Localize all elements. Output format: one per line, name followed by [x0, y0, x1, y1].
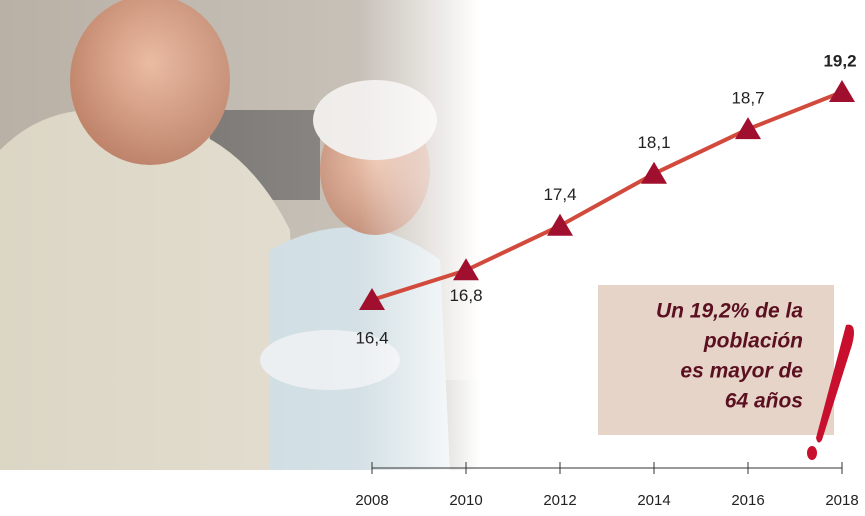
marker — [735, 117, 761, 140]
marker — [641, 161, 667, 184]
data-line — [371, 90, 843, 302]
marker — [359, 288, 385, 310]
annotation-text: Un 19,2% de la — [656, 300, 803, 323]
x-tick-label: 2014 — [637, 492, 670, 509]
value-label: 16,4 — [355, 328, 388, 347]
value-label: 17,4 — [543, 185, 576, 204]
photo — [0, 0, 480, 470]
value-label: 16,8 — [449, 286, 482, 305]
value-label: 19,2 — [823, 51, 856, 70]
x-tick-label: 2016 — [731, 492, 764, 509]
annotation-box — [598, 285, 854, 460]
x-tick-label: 2008 — [355, 492, 388, 509]
value-label: 18,7 — [731, 89, 764, 108]
annotation-text: es mayor de — [680, 360, 803, 383]
x-tick-label: 2012 — [543, 492, 576, 509]
x-tick-label: 2010 — [449, 492, 482, 509]
marker — [453, 258, 479, 281]
x-tick-label: 2018 — [825, 492, 858, 509]
annotation-text: población — [703, 330, 803, 353]
annotation-text: 64 años — [725, 390, 803, 413]
value-label: 18,1 — [637, 133, 670, 152]
marker — [829, 80, 855, 102]
marker — [547, 213, 573, 236]
